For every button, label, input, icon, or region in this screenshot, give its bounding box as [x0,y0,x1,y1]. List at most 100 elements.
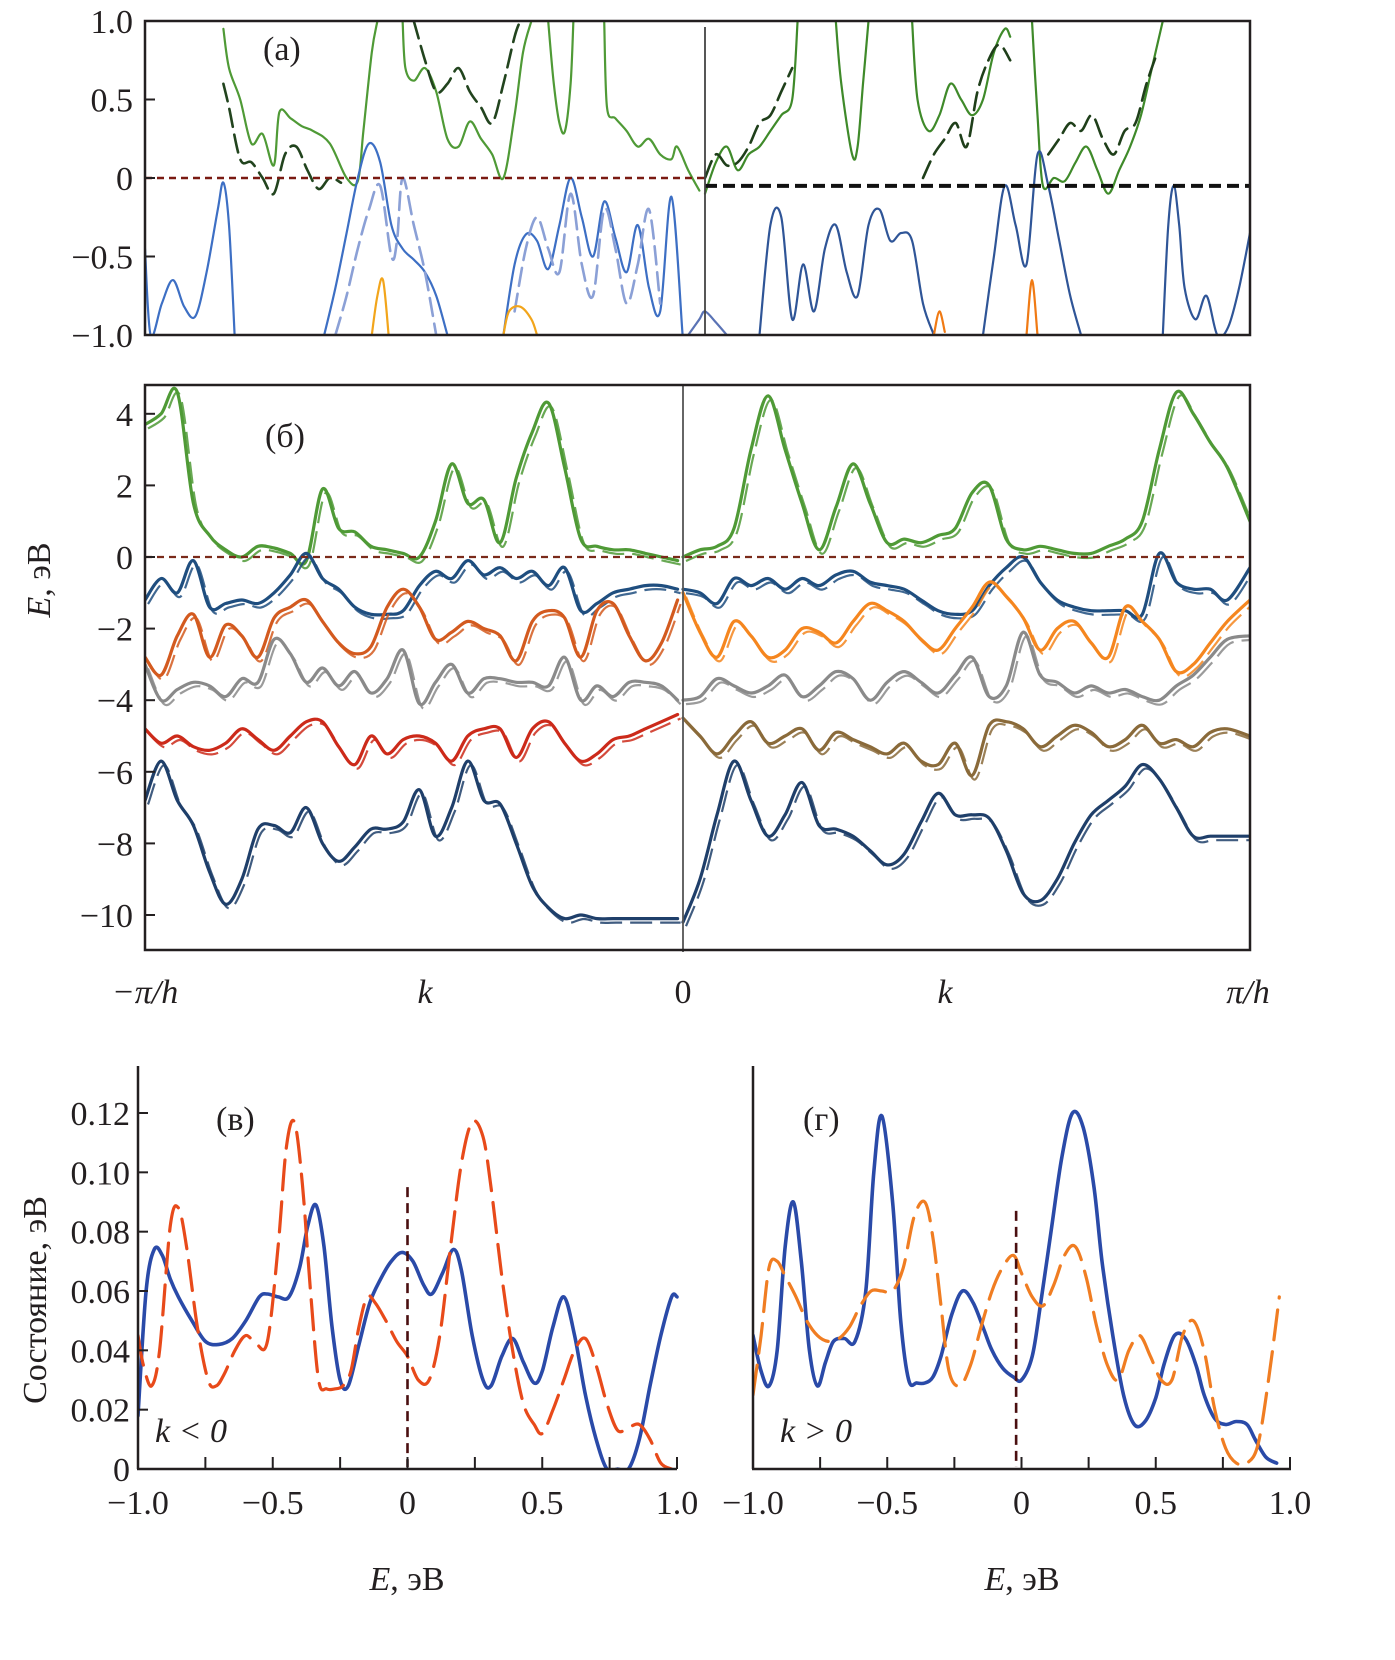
panel-b-ytick-label: −6 [97,755,133,792]
panel-a-series-conduction-right-4-dashed [1047,51,1159,156]
panel-b-ylabel: E, эВ [21,542,58,618]
panel-b-series-band-gray-left [145,636,680,707]
panel-g-series-dashed [753,1199,1281,1467]
panel-b-series-band-gray-right [681,630,1250,703]
panel-b-series-band-green-right [681,389,1250,559]
panel-b-ytick-label: −8 [97,826,133,863]
panel-v-annotation: k < 0 [155,1413,227,1450]
panel-v-xtick-label: 1.0 [656,1485,699,1522]
panel-b-series-band-gray-dashed [146,641,682,710]
panel-g-series-solid [753,1109,1279,1465]
panel-a-ytick-label: −1.0 [71,318,133,355]
panel-b-ytick-label: 0 [116,540,133,577]
panel-b-series-band-orange-right-right [681,580,1250,675]
panel-b-series-band-navy-upper-left [145,551,680,617]
panel-b-series-band-navy-lower-right [681,759,1250,924]
panel-v-xtick-label: 0.5 [521,1485,564,1522]
panel-b-ytick-label: 2 [116,468,133,505]
panel-b-series-band-green-left [145,387,680,566]
panel-a-ytick-label: 0 [116,161,133,198]
panel-b-series-band-red-dashed [147,717,682,770]
panel-v-ytick-label: 0.04 [71,1333,131,1370]
panel-b-series-band-navy-lower-left [145,759,680,921]
panel-a-series-valence-solid-left-3 [502,176,684,335]
panel-g-curves [753,1109,1281,1467]
panel-v-label: (в) [216,1101,255,1138]
panel-b-series-band-orange-dashed [147,592,682,681]
panel-b-ytick-label: −10 [80,898,133,935]
panel-v-ytick-label: 0.08 [71,1215,131,1252]
panel-v-ylabel: Состояние, эВ [17,1196,54,1404]
panel-g-xtick-label: −0.5 [856,1485,918,1522]
panel-v-ytick-label: 0.02 [71,1393,131,1430]
panel-b-frame [143,383,1252,952]
panel-v-ytick-label: 0 [113,1452,130,1489]
panel-b-ytick-label: 4 [116,397,133,434]
panel-v-ytick-label: 0.06 [71,1274,131,1311]
panel-g-xlabel: E, эВ [983,1561,1059,1598]
panel-v-xtick-label: −0.5 [242,1485,304,1522]
panel-g-annotation: k > 0 [780,1413,852,1450]
panel-g-label: (г) [803,1101,840,1138]
panel-a-series-orange-right-2 [1025,278,1039,335]
panel-a-label: (a) [263,31,301,68]
panel-a-series-valence-dashed-left-2 [513,192,662,313]
panel-a-ytick-label: 0.5 [91,83,134,120]
panel-b-yticks: 4 2 0 −2 −4 −6 −8 −10 [80,397,155,935]
panel-g-xtick-label: 0 [1013,1485,1030,1522]
panel-b-series-band-navy-upper-right [681,551,1250,620]
panel-v-series-solid [138,1202,679,1469]
panel-a-ytick-label: 1.0 [91,4,134,41]
panel-a-series-conduction-solid-left [222,21,379,187]
panel-b-ytick-label: −4 [97,683,133,720]
panel-a: 1.0 0.5 0 −0.5 −1.0 (a) [71,4,1252,355]
panel-g-ticks: −1.0 −0.5 0 0.5 1.0 [722,1457,1311,1522]
panel-a-series-conduction-right-dashed [703,66,794,180]
panel-b: 4 2 0 −2 −4 −6 −8 −10 (б) E, эВ −π/h k 0 k π/h [21,383,1270,1011]
panel-b-xlabel-left: k [417,974,433,1011]
panel-b-series-band-green-dashed [685,394,1250,563]
panel-a-series-conduction-dashed-left-2 [412,21,522,125]
panel-b-ylabel-var: E [21,597,58,619]
panel-a-yticks: 1.0 0.5 0 −0.5 −1.0 [71,4,155,355]
panel-a-series-valence-solid-left [145,181,236,335]
panel-g-xtick-label: −1.0 [722,1485,784,1522]
panel-b-series-band-navy-upper-dashed [147,556,681,621]
panel-a-series-conduction-solid-left-4 [603,21,701,192]
panel-a-series-conduction-dashed-left [222,82,343,196]
panel-a-series-conduction-right-2 [834,21,870,161]
panel-b-ylabel-unit: , эВ [21,542,58,596]
panel-b-series-band-navy-lower-dashed [684,764,1250,927]
panel-v-ytick-label: 0.12 [71,1096,131,1133]
panel-a-series-conduction-right-3-dashed [921,43,1012,180]
panel-a-ytick-label: −0.5 [71,240,133,277]
panel-a-series-valence-dashed-left [334,176,438,335]
panel-a-series-conduction-right [703,21,799,195]
panel-v-xlabel: E, эВ [368,1561,444,1598]
panel-a-series-conduction-right-3 [911,21,1012,133]
svg-text:Состояние, эВ: Состояние, эВ [17,1196,54,1404]
panel-b-xtick-zero: 0 [675,974,692,1011]
panel-b-series-band-red-left [145,712,680,767]
panel-b-label: (б) [265,418,305,455]
panel-a-series-orange-right [932,310,946,335]
panel-b-series-band-navy-lower-dashed [146,763,681,924]
panel-b-series-band-orange-right-dashed [684,584,1250,678]
panel-a-series-conduction-right-4 [1030,21,1164,195]
panel-v-ytick-label: 0.10 [71,1155,131,1192]
panel-g-xtick-label: 0.5 [1135,1485,1178,1522]
panel-a-series-orange-left-2 [502,305,539,335]
panel-b-ytick-label: −2 [97,612,133,649]
panel-a-series-valence-right-3 [1161,184,1250,335]
panel-v-xtick-label: −1.0 [107,1485,169,1522]
panel-a-curves [145,21,1250,335]
panel-v-series-dashed [138,1118,674,1469]
panel-v-ticks: −1.0 −0.5 0 0.5 1.0 0 0.02 0.04 0.06 0.08 0.10 0.12 [71,1096,699,1522]
panel-a-series-valence-right-near-zero [687,310,728,335]
panel-g-xtick-label: 1.0 [1269,1485,1312,1522]
panel-v: −1.0 −0.5 0 0.5 1.0 0 0.02 0.04 0.06 0.08 0.10 0.12… [17,1066,698,1598]
svg-text:E, эВ: E, эВ [21,542,58,618]
panel-b-xtick-pi: π/h [1226,974,1269,1011]
panel-a-series-conduction-solid-left-2 [401,21,533,181]
